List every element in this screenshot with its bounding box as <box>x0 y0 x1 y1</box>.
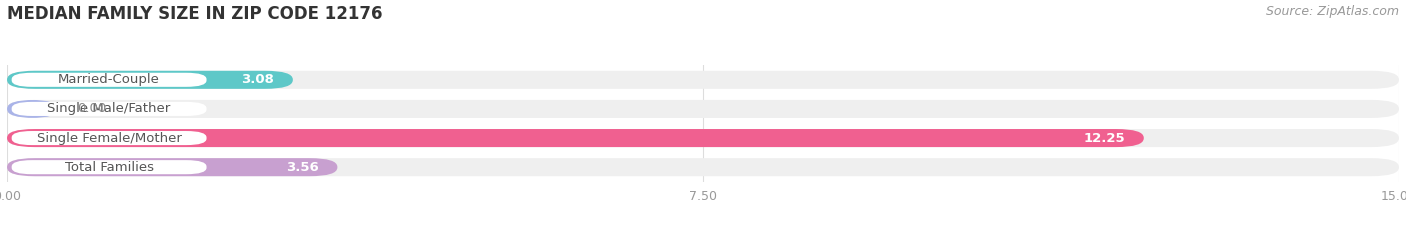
FancyBboxPatch shape <box>7 100 1399 118</box>
FancyBboxPatch shape <box>7 100 58 118</box>
Text: Source: ZipAtlas.com: Source: ZipAtlas.com <box>1265 5 1399 18</box>
FancyBboxPatch shape <box>7 158 337 176</box>
FancyBboxPatch shape <box>11 102 207 116</box>
Text: 0.00: 0.00 <box>77 103 105 115</box>
FancyBboxPatch shape <box>11 73 207 87</box>
FancyBboxPatch shape <box>7 158 1399 176</box>
Text: MEDIAN FAMILY SIZE IN ZIP CODE 12176: MEDIAN FAMILY SIZE IN ZIP CODE 12176 <box>7 5 382 23</box>
Text: Single Male/Father: Single Male/Father <box>48 103 170 115</box>
Text: Married-Couple: Married-Couple <box>58 73 160 86</box>
FancyBboxPatch shape <box>11 131 207 145</box>
FancyBboxPatch shape <box>7 71 292 89</box>
Text: Single Female/Mother: Single Female/Mother <box>37 132 181 144</box>
Text: 3.56: 3.56 <box>285 161 319 174</box>
Text: 12.25: 12.25 <box>1084 132 1125 144</box>
FancyBboxPatch shape <box>7 129 1399 147</box>
FancyBboxPatch shape <box>7 71 1399 89</box>
FancyBboxPatch shape <box>7 129 1144 147</box>
Text: Total Families: Total Families <box>65 161 153 174</box>
Text: 3.08: 3.08 <box>242 73 274 86</box>
FancyBboxPatch shape <box>11 160 207 174</box>
